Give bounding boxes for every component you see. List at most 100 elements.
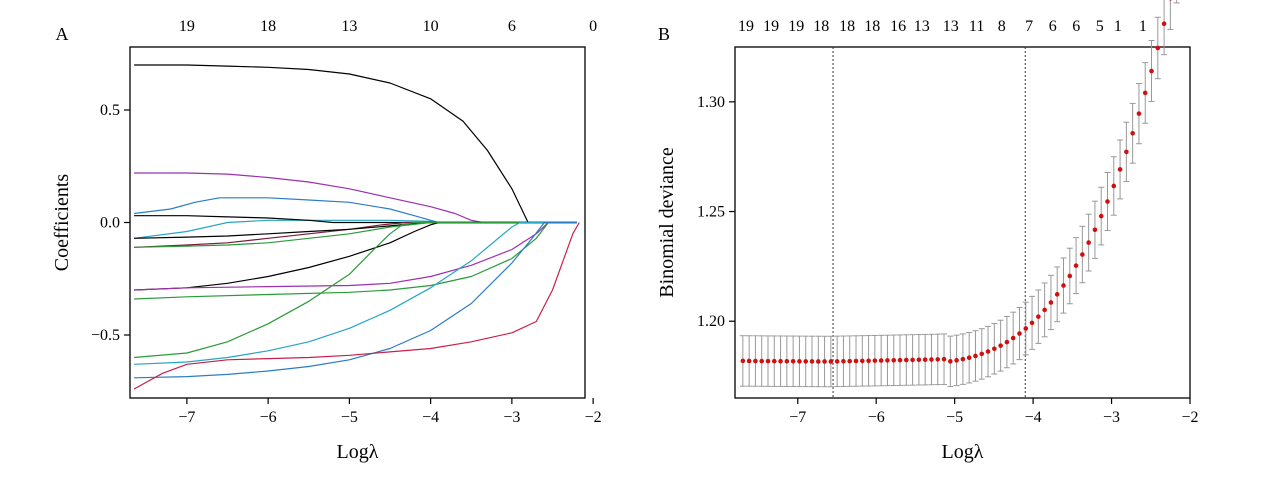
top-tick-label: 13: [914, 18, 930, 35]
deviance-point: [1111, 183, 1117, 189]
deviance-point: [1017, 331, 1022, 336]
coefficient-path-8: [134, 221, 577, 248]
deviance-point: [853, 358, 859, 364]
panel-label-b: B: [658, 24, 670, 44]
deviance-point: [809, 359, 815, 364]
deviance-point: [992, 346, 997, 352]
deviance-point: [765, 358, 771, 364]
deviance-point: [1036, 314, 1041, 319]
deviance-point: [1105, 199, 1110, 204]
deviance-point: [891, 357, 897, 363]
deviance-point: [979, 351, 985, 357]
x-tick-label: −7: [178, 409, 195, 426]
deviance-point: [910, 357, 915, 363]
top-tick-label: 6: [1072, 18, 1080, 35]
deviance-point: [740, 358, 746, 364]
panel-a: −7 −6 −5 −4 −3 −2 −0.5 0.0 0.5 19 18 13 10 6 0 Logλ Coef…: [51, 18, 602, 463]
top-tick-label: 16: [890, 18, 906, 35]
deviance-point: [966, 355, 972, 360]
top-tick-label: 0: [589, 18, 597, 35]
y-tick-label: 0.0: [100, 215, 120, 232]
coefficient-path-7: [134, 221, 577, 239]
plot-frame: [734, 46, 1191, 399]
top-tick-label: 13: [341, 18, 357, 35]
deviance-point: [1124, 149, 1129, 155]
coefficient-path-12: [134, 221, 577, 359]
deviance-point: [1061, 283, 1066, 288]
x-axis-label: Logλ: [337, 441, 379, 463]
deviance-point: [784, 358, 790, 364]
x-tick-label: −5: [946, 409, 963, 426]
error-bars: [739, 0, 1180, 388]
top-tick-label: 11: [969, 18, 984, 35]
deviance-point: [1092, 227, 1098, 233]
coefficient-path-9: [134, 221, 577, 291]
coefficient-paths: [133, 64, 580, 390]
deviance-point: [847, 358, 853, 364]
deviance-point: [1130, 131, 1135, 136]
x-tick-label: −5: [341, 409, 358, 426]
deviance-point: [1142, 90, 1148, 96]
y-tick-label: −0.5: [91, 327, 120, 344]
deviance-point: [1168, 0, 1172, 1]
deviance-point: [860, 358, 865, 364]
y-tick-label: 1.25: [697, 204, 725, 221]
deviance-point: [948, 359, 953, 364]
y-tick-label: 1.20: [697, 313, 725, 330]
coefficient-path-6: [134, 221, 577, 248]
x-tick-label: −6: [260, 409, 277, 426]
deviance-point: [759, 358, 765, 364]
deviance-point: [834, 359, 840, 364]
deviance-point: [954, 358, 959, 363]
y-axis-label: Binomial deviance: [656, 147, 678, 298]
top-tick-label: 19: [179, 18, 195, 35]
deviance-point: [1023, 326, 1029, 331]
deviance-point: [1149, 68, 1154, 74]
deviance-point: [985, 349, 991, 354]
y-tick-label: 0.5: [100, 102, 120, 119]
deviance-point: [866, 358, 871, 364]
deviance-point: [998, 343, 1003, 348]
deviance-point: [904, 357, 909, 363]
deviance-point: [778, 358, 783, 364]
deviance-point: [1080, 252, 1085, 257]
deviance-point: [1010, 335, 1016, 341]
deviance-point: [878, 358, 884, 363]
deviance-point: [841, 358, 846, 364]
top-tick-label: 13: [943, 18, 959, 35]
deviance-point: [797, 359, 802, 364]
deviance-point: [828, 359, 834, 364]
deviance-point: [1029, 320, 1035, 326]
deviance-point: [935, 357, 941, 362]
top-tick-label: 8: [998, 18, 1006, 35]
top-tick-label: 19: [788, 18, 804, 35]
deviance-point: [1117, 167, 1123, 172]
top-tick-label: 18: [839, 18, 855, 35]
deviance-point: [916, 357, 922, 363]
deviance-point: [1004, 339, 1010, 345]
coefficient-path-14: [134, 221, 577, 379]
coefficient-path-3: [134, 197, 577, 224]
deviance-point: [771, 358, 777, 364]
top-tick-label: 7: [1025, 18, 1033, 35]
deviance-point: [815, 359, 821, 364]
deviance-point: [1054, 292, 1060, 297]
deviance-point: [885, 358, 890, 363]
x-axis-label: Logλ: [942, 441, 984, 463]
deviance-point: [1073, 263, 1079, 268]
deviance-points: [740, 0, 1172, 364]
deviance-point: [1098, 213, 1104, 219]
deviance-point: [929, 357, 934, 362]
y-axis-label: Coefficients: [51, 174, 73, 272]
deviance-point: [822, 359, 827, 364]
deviance-point: [1161, 21, 1167, 27]
deviance-point: [1086, 240, 1091, 245]
top-tick-label: 1: [1114, 18, 1122, 35]
top-tick-label: 18: [260, 18, 276, 35]
top-tick-label: 6: [1049, 18, 1057, 35]
deviance-point: [790, 358, 796, 364]
coefficient-path-11: [134, 221, 577, 300]
top-tick-label: 6: [508, 18, 516, 35]
